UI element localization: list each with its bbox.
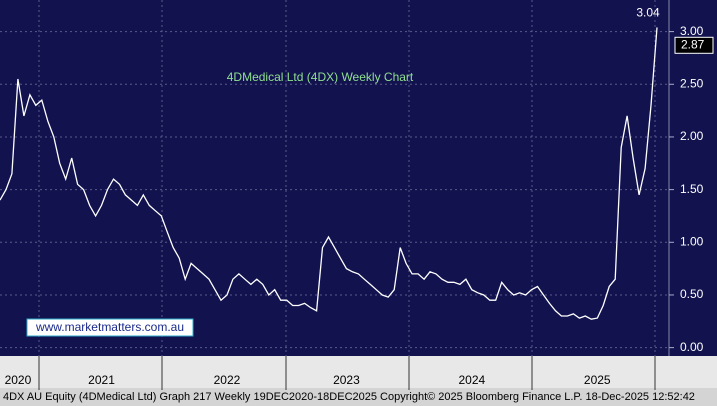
y-tick-label: 2.50 [680,76,704,90]
x-axis-background [0,356,717,388]
x-tick-label: 2020 [5,373,32,387]
x-tick-label: 2023 [333,373,360,387]
last-price-box [674,36,714,54]
year-ticks [38,356,656,390]
x-tick-label: 2024 [458,373,485,387]
chart-title: 4DMedical Ltd (4DX) Weekly Chart [227,70,414,84]
watermark: www.marketmatters.com.au [35,320,184,334]
high-label: 3.04 [636,6,660,20]
last-price-label: 2.87 [681,37,705,51]
plot-background [0,0,717,356]
x-tick-label: 2025 [584,373,611,387]
x-tick-label: 2021 [88,373,115,387]
footer: 4DX AU Equity (4DMedical Ltd) Graph 217 … [3,391,695,403]
y-tick-label: 3.00 [680,24,704,38]
price-line [0,27,658,320]
y-tick-label: 1.00 [680,234,704,248]
y-tick-label: 0.00 [680,340,704,354]
x-tick-label: 2022 [214,373,241,387]
y-tick-label: 0.50 [680,287,704,301]
y-tick-label: 2.00 [680,129,704,143]
watermark-box [26,318,194,337]
y-tick-label: 1.50 [680,182,704,196]
year-separators [38,0,656,356]
